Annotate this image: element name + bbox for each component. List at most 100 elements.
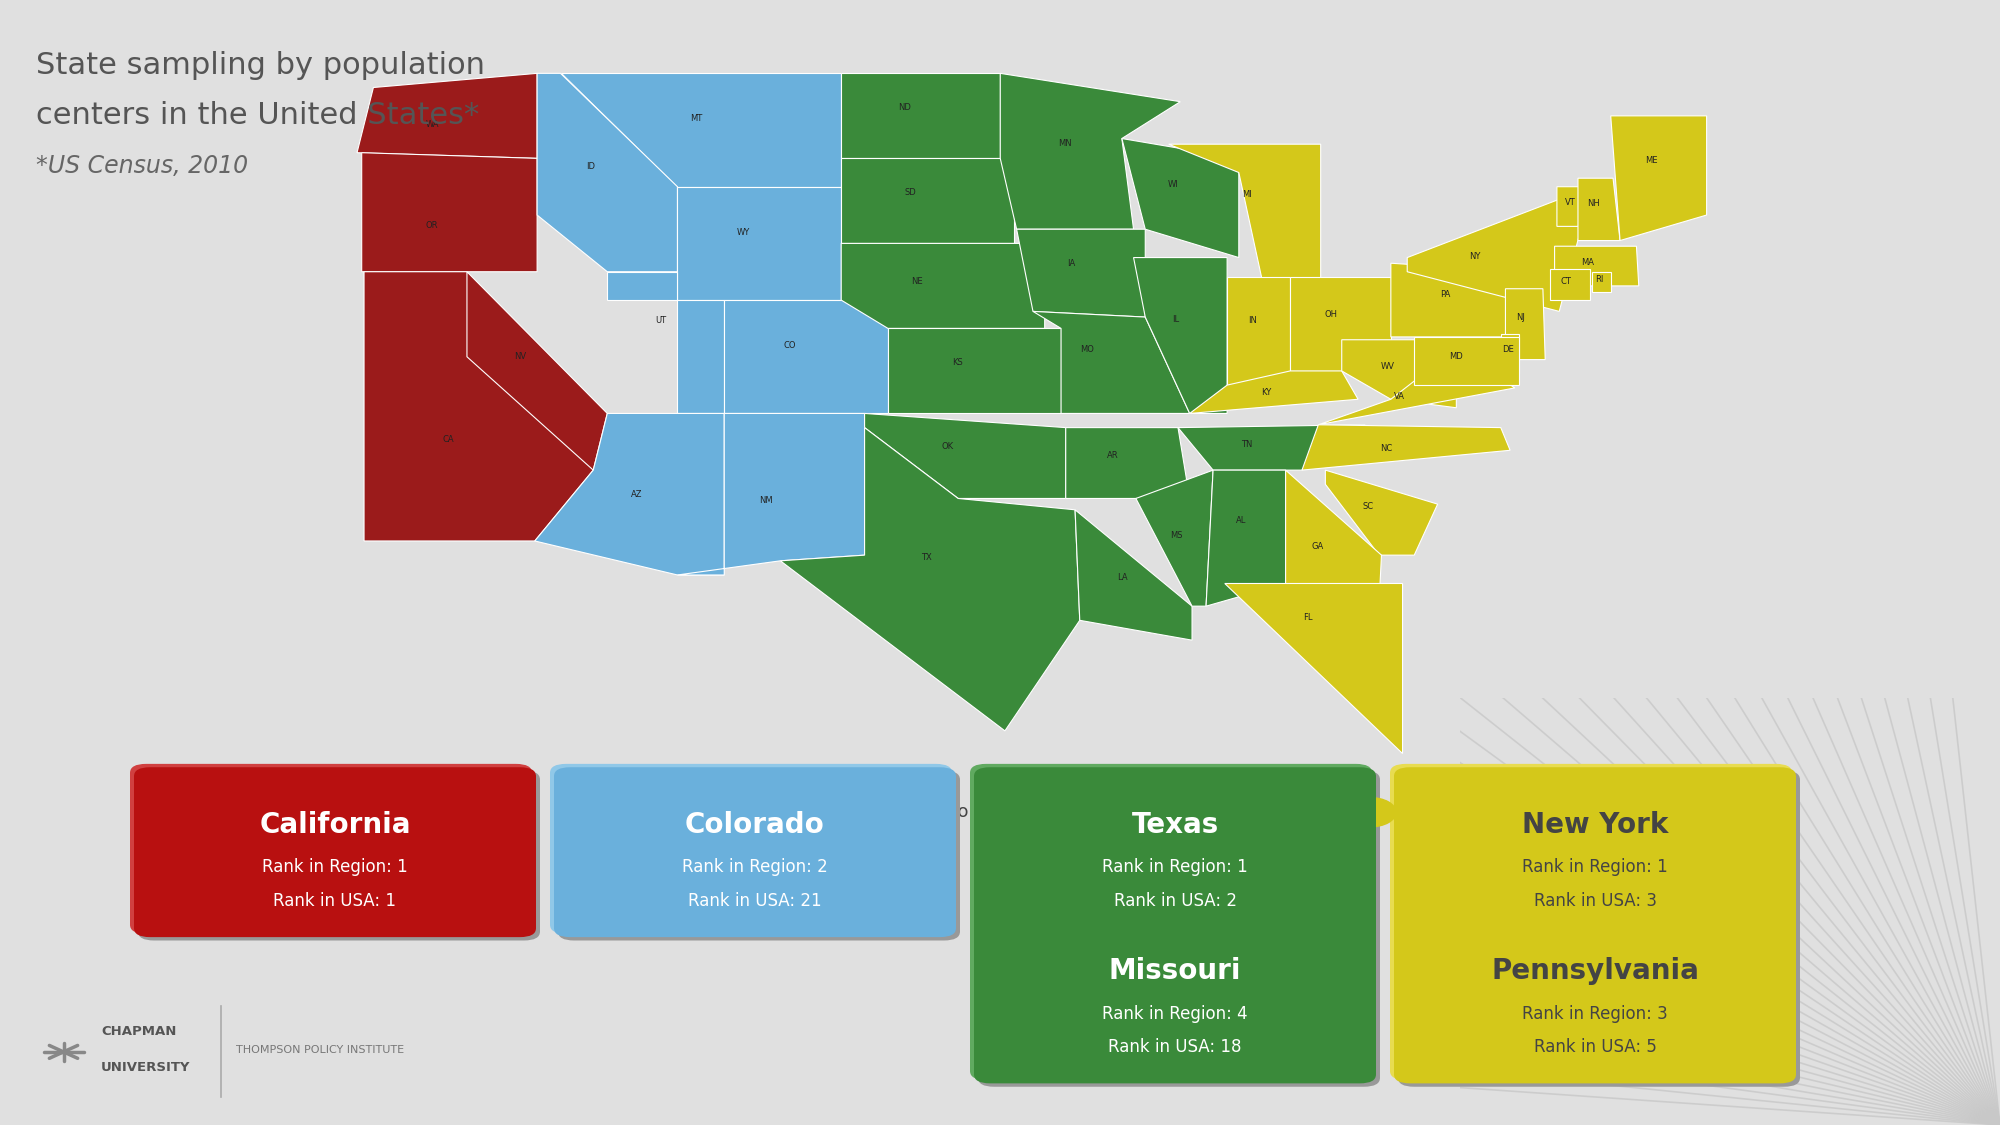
Text: RI: RI [1596,276,1604,285]
Text: WI: WI [1168,180,1178,189]
Polygon shape [1290,278,1390,371]
Polygon shape [1076,510,1192,640]
Text: MN: MN [1058,138,1072,147]
Text: New York: New York [1522,811,1668,839]
Polygon shape [362,153,538,272]
Polygon shape [842,243,1044,328]
Text: Rank in Region: 2: Rank in Region: 2 [682,858,828,876]
Text: PA: PA [1440,290,1450,299]
Polygon shape [842,73,1000,159]
Text: NE: NE [912,277,922,286]
Text: *US Census, 2010: *US Census, 2010 [36,154,248,178]
Text: Missouri: Missouri [1108,957,1242,986]
Text: TX: TX [920,554,932,562]
Polygon shape [1414,336,1520,385]
Text: Rank in USA: 18: Rank in USA: 18 [1108,1038,1242,1056]
Polygon shape [1168,144,1320,280]
Text: CT: CT [1560,277,1572,286]
Polygon shape [1206,470,1286,606]
Polygon shape [1550,269,1590,300]
Text: MO: MO [1080,344,1094,353]
Polygon shape [1228,278,1290,385]
Polygon shape [1224,584,1402,754]
Polygon shape [1134,258,1228,413]
Polygon shape [842,159,1014,243]
Polygon shape [1032,312,1190,413]
Polygon shape [466,272,608,470]
Text: KY: KY [1260,388,1272,397]
Polygon shape [1190,371,1358,413]
Text: IL: IL [1172,315,1180,324]
Text: Rank in USA: 1: Rank in USA: 1 [274,892,396,910]
Text: ME: ME [1644,156,1658,165]
Polygon shape [1390,263,1526,336]
Polygon shape [1500,334,1520,374]
Text: AR: AR [1108,451,1118,460]
Polygon shape [534,413,724,575]
Text: Mountain: Mountain [942,803,1026,821]
Text: MA: MA [1582,258,1594,267]
Text: NC: NC [1380,444,1392,453]
Text: SC: SC [1362,502,1374,511]
Text: Central: Central [1182,803,1248,821]
Text: NV: NV [514,352,526,361]
Polygon shape [1286,470,1382,601]
Text: KS: KS [952,358,962,367]
Polygon shape [888,328,1062,413]
Text: MD: MD [1450,352,1464,361]
Text: AL: AL [1236,515,1246,524]
Text: LA: LA [1118,573,1128,582]
Text: Rank in Region: 1: Rank in Region: 1 [1102,858,1248,876]
Polygon shape [1178,425,1366,470]
Text: Rank in USA: 2: Rank in USA: 2 [1114,892,1236,910]
Polygon shape [1302,425,1510,470]
Polygon shape [1578,178,1620,241]
Text: WV: WV [1382,362,1396,371]
Polygon shape [358,73,538,159]
Text: NM: NM [758,496,772,505]
Text: CA: CA [442,435,454,444]
Text: CHAPMAN: CHAPMAN [100,1025,176,1038]
Text: UT: UT [656,316,666,325]
Text: IA: IA [1068,259,1076,268]
Polygon shape [864,413,1066,498]
Text: Pennsylvania: Pennsylvania [1492,957,1698,986]
Text: WA: WA [426,120,440,129]
Text: Rank in USA: 21: Rank in USA: 21 [688,892,822,910]
Polygon shape [1506,289,1546,360]
Text: MS: MS [1170,531,1182,540]
Text: NJ: NJ [1516,313,1526,322]
Polygon shape [1066,428,1190,498]
Polygon shape [724,300,888,413]
Polygon shape [1342,340,1456,407]
Text: TN: TN [1242,440,1252,449]
Text: Pacific: Pacific [742,803,800,821]
Text: FL: FL [1304,613,1312,622]
Polygon shape [1556,187,1602,226]
Text: centers in the United States*: centers in the United States* [36,101,480,130]
Text: CO: CO [784,341,796,350]
Text: SD: SD [904,188,916,197]
Text: ND: ND [898,102,912,111]
Text: DE: DE [1502,345,1514,354]
Text: VT: VT [1564,198,1576,207]
Polygon shape [1592,272,1610,291]
Text: THOMPSON POLICY INSTITUTE: THOMPSON POLICY INSTITUTE [236,1045,404,1055]
Text: Eastern: Eastern [1402,803,1470,821]
Text: Colorado: Colorado [686,811,824,839]
Polygon shape [678,187,842,300]
Text: WY: WY [736,227,750,236]
Text: ID: ID [586,162,596,171]
Text: OK: OK [942,442,954,451]
Polygon shape [1136,470,1214,606]
Text: MI: MI [1242,190,1252,199]
Polygon shape [1122,138,1238,258]
Text: OR: OR [426,220,438,229]
Polygon shape [678,413,864,575]
Text: AZ: AZ [630,489,642,498]
Text: OH: OH [1324,310,1338,319]
Text: VA: VA [1394,393,1406,402]
Polygon shape [780,428,1080,731]
Polygon shape [1408,187,1592,312]
Polygon shape [1554,246,1638,286]
